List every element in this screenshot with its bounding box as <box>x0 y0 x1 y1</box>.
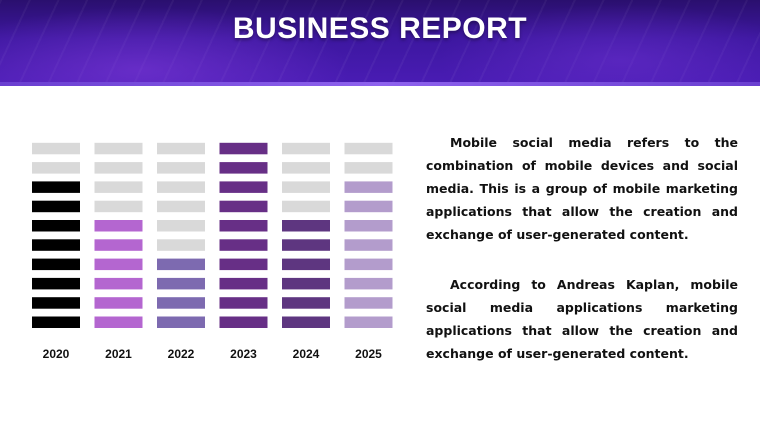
empty-segment-2020 <box>32 142 80 155</box>
bar-segment-2025 <box>344 258 393 271</box>
bar-column-2025: 2025 <box>344 142 393 361</box>
bar-segment-2023 <box>219 316 268 328</box>
bar-segment-2023 <box>219 297 268 309</box>
bar-segment-2021 <box>94 297 143 309</box>
bar-segment-2024 <box>282 239 330 251</box>
bar-segment-2025 <box>344 316 393 328</box>
bar-segment-2020 <box>32 220 80 232</box>
empty-segment-2021 <box>94 200 143 213</box>
year-label-2025: 2025 <box>355 347 382 361</box>
bar-segment-2020 <box>32 181 80 193</box>
bar-column-2020: 2020 <box>32 142 80 361</box>
bar-segment-2022 <box>157 297 205 309</box>
bar-segment-2025 <box>344 220 393 232</box>
empty-segment-2021 <box>94 142 143 155</box>
empty-segment-2024 <box>282 200 330 213</box>
bar-segment-2020 <box>32 316 80 328</box>
bar-segment-2024 <box>282 277 330 290</box>
bar-segment-2023 <box>219 239 268 251</box>
bar-segment-2020 <box>32 200 80 213</box>
header-banner: BUSINESS REPORT <box>0 0 760 86</box>
year-label-2022: 2022 <box>168 347 195 361</box>
bar-segment-2021 <box>94 258 143 271</box>
bar-segment-2020 <box>32 277 80 290</box>
bar-segment-2022 <box>157 316 205 328</box>
empty-segment-2024 <box>282 142 330 155</box>
bar-segment-2025 <box>344 200 393 213</box>
bar-segment-2020 <box>32 239 80 251</box>
bar-segment-2022 <box>157 258 205 271</box>
bar-segment-2023 <box>219 181 268 193</box>
bar-segment-2021 <box>94 316 143 328</box>
bar-segment-2025 <box>344 239 393 251</box>
empty-segment-2025 <box>344 162 393 174</box>
empty-segment-2022 <box>157 200 205 213</box>
empty-segment-2025 <box>344 142 393 155</box>
year-label-2021: 2021 <box>105 347 132 361</box>
year-label-2020: 2020 <box>43 347 70 361</box>
empty-segment-2022 <box>157 162 205 174</box>
bar-segment-2023 <box>219 258 268 271</box>
description-paragraph-1: Mobile social media refers to the combin… <box>426 135 738 242</box>
bar-segment-2023 <box>219 220 268 232</box>
empty-segment-2021 <box>94 162 143 174</box>
year-label-2024: 2024 <box>293 347 320 361</box>
bar-segment-2021 <box>94 277 143 290</box>
bar-segment-2020 <box>32 258 80 271</box>
empty-segment-2022 <box>157 239 205 251</box>
page-title: BUSINESS REPORT <box>232 12 528 45</box>
bar-segment-2023 <box>219 200 268 213</box>
bar-segment-2024 <box>282 297 330 309</box>
empty-segment-2022 <box>157 220 205 232</box>
bar-segment-2021 <box>94 239 143 251</box>
bar-column-2023: 2023 <box>219 142 268 361</box>
empty-segment-2024 <box>282 181 330 193</box>
bar-segment-2024 <box>282 220 330 232</box>
bar-segment-2024 <box>282 258 330 271</box>
bar-segment-2021 <box>94 220 143 232</box>
empty-segment-2020 <box>32 162 80 174</box>
bar-segment-2025 <box>344 277 393 290</box>
bar-segment-2025 <box>344 297 393 309</box>
bar-column-2024: 2024 <box>282 142 330 361</box>
empty-segment-2024 <box>282 162 330 174</box>
bar-segment-2022 <box>157 277 205 290</box>
year-label-2023: 2023 <box>230 347 257 361</box>
empty-segment-2022 <box>157 181 205 193</box>
description-paragraph-2: According to Andreas Kaplan, mobile soci… <box>426 277 738 361</box>
bar-segment-2024 <box>282 316 330 328</box>
empty-segment-2021 <box>94 181 143 193</box>
bar-segment-2023 <box>219 162 268 174</box>
bar-segment-2020 <box>32 297 80 309</box>
bar-segment-2025 <box>344 181 393 193</box>
segmented-bar-chart: 2020 2021 2022 2023 2024 2025 <box>32 142 393 361</box>
bar-segment-2023 <box>219 142 268 155</box>
bar-column-2022: 2022 <box>157 142 205 361</box>
bar-segment-2023 <box>219 277 268 290</box>
empty-segment-2022 <box>157 142 205 155</box>
bar-column-2021: 2021 <box>94 142 143 361</box>
